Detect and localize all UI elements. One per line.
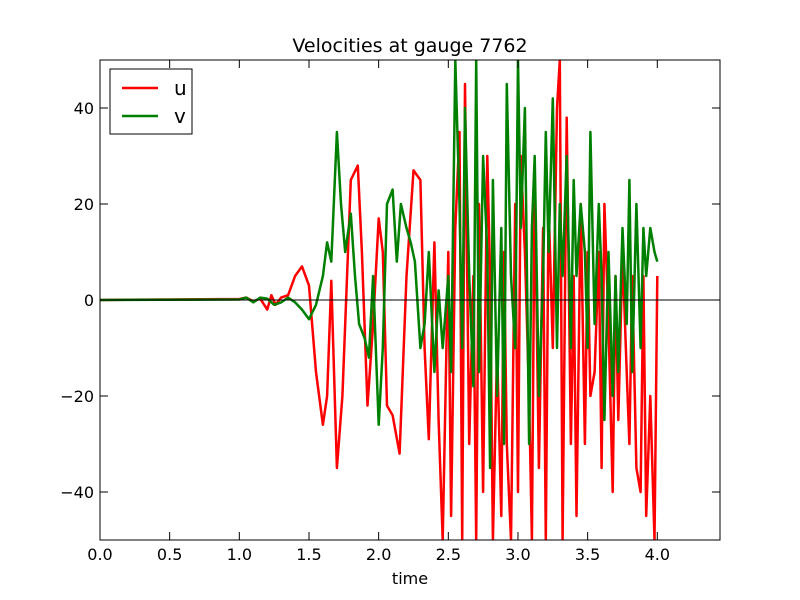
series-line-v — [100, 60, 659, 470]
legend-label-u: u — [174, 76, 187, 100]
chart-title: Velocities at gauge 7762 — [292, 35, 527, 57]
y-tick-label: −20 — [60, 387, 94, 406]
y-tick-label: −40 — [60, 483, 94, 502]
x-tick-label: 1.5 — [296, 545, 321, 564]
x-tick-label: 1.0 — [227, 545, 252, 564]
legend-label-v: v — [174, 104, 186, 128]
x-tick-label: 4.0 — [645, 545, 670, 564]
series-line-u — [100, 60, 659, 540]
x-tick-label: 2.0 — [366, 545, 391, 564]
x-tick-label: 3.0 — [505, 545, 530, 564]
y-tick-label: 0 — [84, 291, 94, 310]
axis-ticks: 0.0 0.5 1.0 1.5 2.0 2.5 3.0 3.5 4.0 −40 −20 0 20 40 — [60, 60, 720, 564]
x-tick-label: 0.5 — [157, 545, 182, 564]
x-tick-label: 0.0 — [87, 545, 112, 564]
legend: u v — [109, 68, 193, 135]
x-axis-label: time — [392, 569, 428, 588]
legend-box — [109, 68, 193, 135]
y-tick-label: 40 — [74, 99, 94, 118]
series-layer — [100, 60, 659, 540]
x-tick-label: 3.5 — [575, 545, 600, 564]
x-tick-label: 2.5 — [436, 545, 461, 564]
y-tick-label: 20 — [74, 195, 94, 214]
